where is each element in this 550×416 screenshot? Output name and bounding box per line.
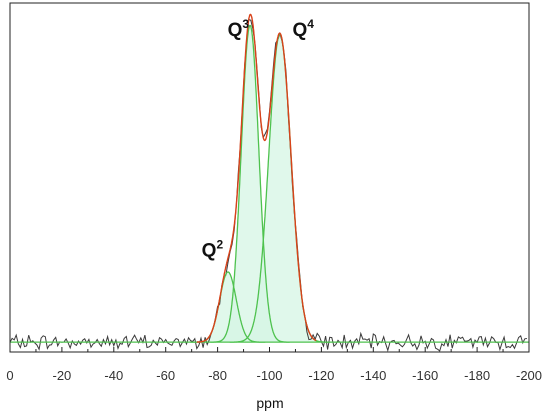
- component-fill-2: [210, 25, 290, 343]
- x-tick-label: -160: [412, 368, 438, 383]
- peak-label-q2: Q2: [202, 238, 224, 262]
- component-line-2: [210, 24, 290, 343]
- x-tick-label: 0: [6, 368, 13, 383]
- peak-label-q4: Q4: [293, 17, 315, 41]
- x-axis-title: ppm: [256, 395, 283, 411]
- x-tick-label: -200: [516, 368, 542, 383]
- component-fill-1: [190, 272, 266, 343]
- x-tick-label: -120: [308, 368, 334, 383]
- peak-label-q3: Q3: [228, 17, 250, 41]
- component-fills: [190, 25, 331, 343]
- x-tick-label: -40: [104, 368, 123, 383]
- x-tick-label: -80: [208, 368, 227, 383]
- peak-annotations: Q3 Q4 Q2: [202, 17, 315, 262]
- x-axis: 0 -20 -40 -60 -80 -100 -120 -140 -160 -180 -200: [6, 347, 542, 383]
- x-tick-label: -20: [53, 368, 72, 383]
- fit-envelope-line: [196, 13, 317, 343]
- x-tick-label: -180: [464, 368, 490, 383]
- component-fill-3: [229, 34, 331, 343]
- x-tick-label: -60: [156, 368, 175, 383]
- x-tick-label: -100: [256, 368, 282, 383]
- x-tick-label: -140: [360, 368, 386, 383]
